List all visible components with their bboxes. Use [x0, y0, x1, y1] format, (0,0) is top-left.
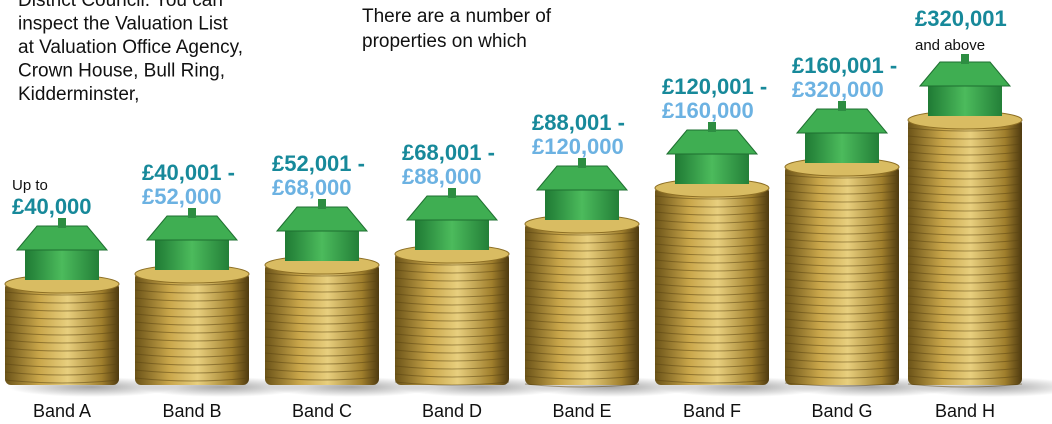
house-chimney — [838, 101, 846, 111]
house-chimney — [961, 54, 969, 64]
band-name: Band F — [683, 401, 741, 421]
price-label: £320,001 — [915, 6, 1007, 31]
price-label: £160,000 — [662, 98, 754, 123]
house-roof — [667, 130, 757, 154]
coin-stack — [135, 272, 249, 385]
price-label: £52,000 — [142, 184, 222, 209]
price-label: Up to — [12, 177, 48, 194]
house-body — [805, 131, 879, 163]
coin-stack — [785, 165, 899, 385]
infographic: District Council. You can inspect the Val… — [0, 0, 1052, 424]
artwork — [5, 54, 1052, 397]
band-name: Band D — [422, 401, 482, 421]
house-roof — [17, 226, 107, 250]
house-roof — [277, 207, 367, 231]
price-label: £68,001 - — [402, 140, 495, 165]
price-label: £88,000 — [402, 164, 482, 189]
house-body — [675, 152, 749, 184]
house-body — [415, 218, 489, 250]
house-chimney — [188, 208, 196, 218]
price-label: £160,001 - — [792, 53, 897, 78]
side-line: There are a number of — [362, 6, 552, 27]
band-name: Band H — [935, 401, 995, 421]
price-label: £120,000 — [532, 134, 624, 159]
price-label: and above — [915, 37, 985, 54]
house-roof — [407, 196, 497, 220]
house-chimney — [578, 158, 586, 168]
price-label: £40,000 — [12, 194, 92, 219]
house-chimney — [58, 218, 66, 228]
house-body — [155, 238, 229, 270]
price-label: £40,001 - — [142, 160, 235, 185]
house-body — [928, 84, 1002, 116]
intro-line: District Council. You can — [18, 0, 223, 11]
price-label: £68,000 — [272, 175, 352, 200]
house-roof — [797, 109, 887, 133]
house-body — [545, 188, 619, 220]
band-name: Band G — [811, 401, 872, 421]
band-name: Band A — [33, 401, 91, 421]
price-label: £320,000 — [792, 77, 884, 102]
band-name: Band E — [552, 401, 611, 421]
price-label: £120,001 - — [662, 74, 767, 99]
house-chimney — [708, 122, 716, 132]
coin-stack — [525, 222, 639, 385]
side-line: properties on which — [362, 31, 527, 52]
house-chimney — [318, 199, 326, 209]
price-label: £88,001 - — [532, 110, 625, 135]
house-roof — [920, 62, 1010, 86]
house-roof — [147, 216, 237, 240]
intro-line: Kidderminster, — [18, 84, 139, 105]
house-body — [25, 248, 99, 280]
house-chimney — [448, 188, 456, 198]
band-name: Band B — [162, 401, 221, 421]
house-roof — [537, 166, 627, 190]
intro-line: at Valuation Office Agency, — [18, 37, 243, 58]
intro-line: Crown House, Bull Ring, — [18, 61, 225, 82]
band-name: Band C — [292, 401, 352, 421]
house-body — [285, 229, 359, 261]
price-label: £52,001 - — [272, 151, 365, 176]
intro-line: inspect the Valuation List — [18, 14, 229, 35]
